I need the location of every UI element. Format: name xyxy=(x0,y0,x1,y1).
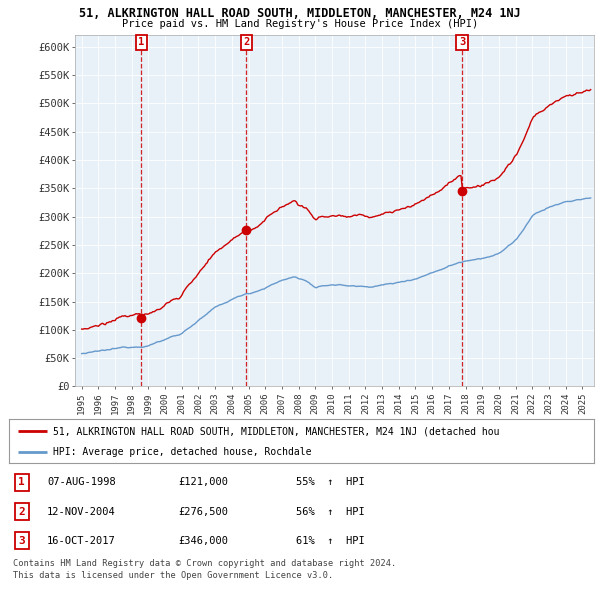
Text: £121,000: £121,000 xyxy=(179,477,229,487)
Text: 1: 1 xyxy=(19,477,25,487)
Text: 07-AUG-1998: 07-AUG-1998 xyxy=(47,477,116,487)
Text: 3: 3 xyxy=(459,37,465,47)
Text: Contains HM Land Registry data © Crown copyright and database right 2024.: Contains HM Land Registry data © Crown c… xyxy=(13,559,397,568)
Text: 1: 1 xyxy=(139,37,145,47)
Text: HPI: Average price, detached house, Rochdale: HPI: Average price, detached house, Roch… xyxy=(53,447,311,457)
Text: 55%  ↑  HPI: 55% ↑ HPI xyxy=(296,477,364,487)
Text: 16-OCT-2017: 16-OCT-2017 xyxy=(47,536,116,546)
Text: 61%  ↑  HPI: 61% ↑ HPI xyxy=(296,536,364,546)
Text: £346,000: £346,000 xyxy=(179,536,229,546)
Text: 56%  ↑  HPI: 56% ↑ HPI xyxy=(296,507,364,516)
Text: 2: 2 xyxy=(243,37,250,47)
Text: £276,500: £276,500 xyxy=(179,507,229,516)
Text: 51, ALKRINGTON HALL ROAD SOUTH, MIDDLETON, MANCHESTER, M24 1NJ (detached hou: 51, ALKRINGTON HALL ROAD SOUTH, MIDDLETO… xyxy=(53,427,499,436)
Text: Price paid vs. HM Land Registry's House Price Index (HPI): Price paid vs. HM Land Registry's House … xyxy=(122,19,478,29)
Text: 2: 2 xyxy=(19,507,25,516)
Text: This data is licensed under the Open Government Licence v3.0.: This data is licensed under the Open Gov… xyxy=(13,571,334,579)
Text: 3: 3 xyxy=(19,536,25,546)
Text: 51, ALKRINGTON HALL ROAD SOUTH, MIDDLETON, MANCHESTER, M24 1NJ: 51, ALKRINGTON HALL ROAD SOUTH, MIDDLETO… xyxy=(79,7,521,20)
Text: 12-NOV-2004: 12-NOV-2004 xyxy=(47,507,116,516)
